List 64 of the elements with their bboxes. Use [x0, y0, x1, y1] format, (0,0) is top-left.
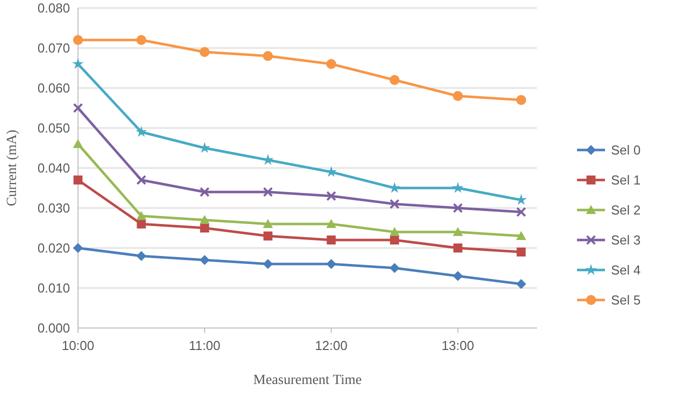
point [452, 271, 463, 281]
point [73, 243, 83, 253]
point [200, 47, 210, 57]
point [326, 219, 336, 228]
y-tick-label: 0.050 [37, 120, 70, 136]
point [390, 263, 400, 273]
legend-label: Sel 0 [611, 142, 641, 158]
point [262, 187, 273, 197]
point [390, 227, 400, 236]
point [200, 224, 210, 232]
point [73, 103, 83, 113]
point [326, 191, 336, 201]
point [73, 139, 83, 148]
y-tick-label: 0.010 [37, 280, 70, 296]
legend-label: Sel 2 [611, 202, 641, 218]
point [262, 259, 273, 269]
point [326, 236, 336, 244]
point [516, 95, 526, 105]
point [200, 215, 210, 224]
x-axis-title: Measurement Time [253, 373, 362, 388]
point [136, 175, 146, 185]
legend-label: Sel 1 [611, 172, 641, 188]
point [73, 35, 83, 45]
point [516, 207, 526, 217]
point [262, 219, 273, 228]
point [390, 75, 400, 85]
point [452, 91, 463, 101]
x-tick-label: 12:00 [314, 338, 348, 353]
point [516, 279, 526, 289]
legend-label: Sel 4 [611, 262, 641, 278]
x-tick-label: 11:00 [188, 338, 220, 353]
point [200, 255, 210, 265]
point [136, 220, 146, 228]
y-tick-label: 0.000 [37, 320, 70, 336]
legend-label: Sel 5 [611, 292, 641, 308]
point [263, 232, 272, 240]
point [72, 58, 84, 69]
point [136, 126, 148, 137]
legend-label: Sel 3 [611, 232, 641, 248]
y-tick-label: 0.060 [37, 80, 70, 96]
point [390, 199, 400, 209]
y-tick-label: 0.040 [37, 160, 70, 176]
y-tick-label: 0.030 [37, 200, 70, 216]
x-tick-label: 10:00 [62, 338, 94, 353]
y-tick-label: 0.020 [37, 240, 70, 256]
point [516, 248, 526, 256]
point [74, 176, 82, 184]
point [326, 259, 336, 269]
point [452, 227, 463, 236]
point [136, 211, 146, 220]
point [516, 231, 526, 240]
point [452, 182, 464, 193]
point [136, 35, 146, 45]
y-tick-label: 0.080 [37, 0, 70, 16]
point [390, 236, 400, 244]
x-tick-label: 13:00 [442, 338, 474, 353]
y-axis-title: Current (mA) [5, 129, 20, 206]
point [262, 51, 273, 61]
point [136, 251, 146, 261]
point [453, 244, 462, 252]
point [200, 187, 210, 197]
point [452, 203, 463, 213]
y-tick-label: 0.070 [37, 40, 70, 56]
point [326, 59, 336, 69]
